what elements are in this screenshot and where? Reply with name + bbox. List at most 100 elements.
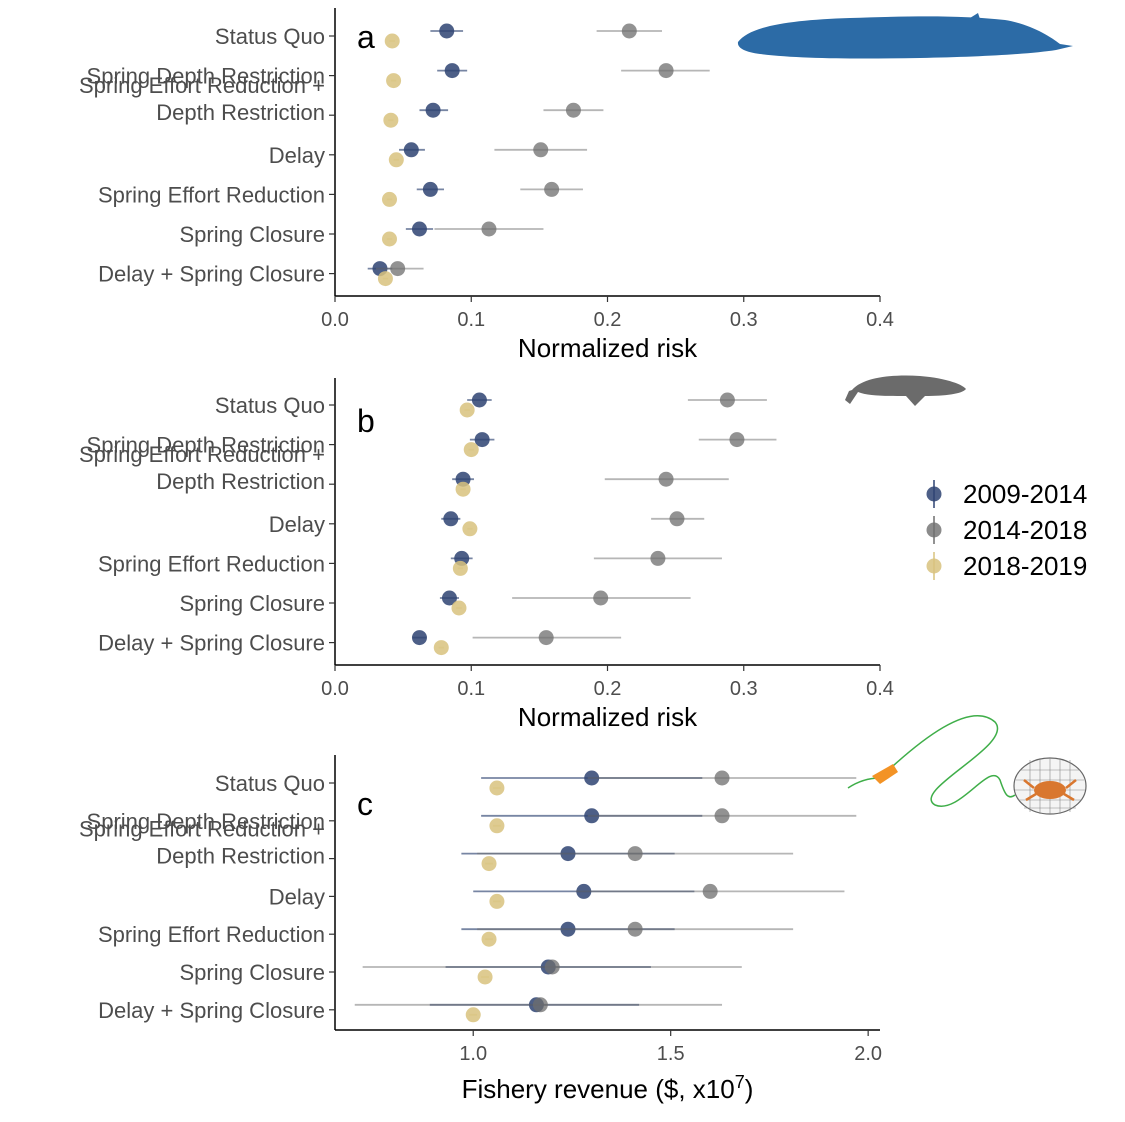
x-tick-label: 0.1 [457, 309, 485, 331]
data-point [433, 640, 449, 656]
data-point [386, 73, 402, 89]
panel-a: a 0.0 0.1 0.2 0.3 0.4 Normalized risk Status Qu… [79, 8, 894, 363]
y-category-label: Spring Effort Reduction [98, 182, 325, 207]
x-tick-label: 0.3 [730, 678, 758, 700]
data-point [459, 402, 475, 418]
x-tick-label: 0.2 [594, 309, 622, 331]
legend-swatch [926, 522, 942, 538]
x-tick-label: 0.4 [866, 309, 894, 331]
data-point [658, 471, 674, 487]
x-tick-label: 0.4 [866, 678, 894, 700]
data-point [627, 921, 643, 937]
legend-swatch [926, 558, 942, 574]
data-point [471, 392, 487, 408]
data-point [441, 590, 457, 606]
data-point [382, 231, 397, 247]
data-point [462, 521, 478, 537]
data-point [489, 780, 505, 796]
data-point [465, 1007, 481, 1023]
data-point [422, 181, 438, 197]
x-tick-label: 0.0 [321, 309, 349, 331]
data-point [452, 560, 468, 576]
x-tick-label: 0.1 [457, 678, 485, 700]
data-point [463, 442, 479, 458]
x-tick-label: 2.0 [854, 1043, 882, 1065]
blue-whale-icon [737, 13, 1073, 59]
y-category-label: Spring Depth Restriction [87, 64, 325, 89]
y-category-label: Delay [269, 884, 325, 909]
y-category-label: Spring Effort Reduction [98, 922, 325, 947]
data-point [650, 550, 666, 566]
panel-tag: c [357, 786, 373, 822]
data-point [719, 392, 735, 408]
data-point [411, 630, 427, 646]
data-point [443, 511, 459, 527]
y-category-label: Delay + Spring Closure [98, 262, 325, 287]
panel-tag: a [357, 19, 375, 55]
data-point [377, 271, 393, 287]
data-point [451, 600, 467, 616]
data-point [474, 432, 490, 448]
humpback-whale-icon [845, 375, 966, 406]
panel-b: b 0.0 0.1 0.2 0.3 0.4 Normalized risk Status Qu… [79, 378, 894, 732]
legend-label: 2009-2014 [963, 479, 1087, 509]
legend-entry: 2014-2018 [926, 515, 1087, 545]
panel-c: c 1.0 1.5 2.0 Fishery revenue ($, x107) Statu… [79, 755, 882, 1104]
x-tick-label: 1.5 [657, 1043, 685, 1065]
y-category-label: Spring Effort Reduction + Depth Restricti… [79, 817, 325, 869]
data-point [384, 33, 400, 49]
data-point [489, 818, 505, 834]
x-tick-label: 0.0 [321, 678, 349, 700]
data-point [658, 63, 674, 79]
y-category-label: Spring Closure [179, 960, 325, 985]
legend-entry: 2018-2019 [926, 551, 1087, 581]
data-point [729, 432, 745, 448]
data-point [425, 102, 441, 118]
x-tick-label: 0.3 [730, 309, 758, 331]
y-category-label: Spring Depth Restriction [87, 809, 325, 834]
data-point [544, 181, 560, 197]
y-category-label: Delay [269, 512, 325, 537]
data-point [533, 142, 549, 158]
x-axis-title: Fishery revenue ($, x107) [462, 1072, 754, 1104]
data-point [481, 856, 497, 872]
legend-label: 2014-2018 [963, 515, 1087, 545]
data-point [489, 893, 505, 909]
x-axis-title: Normalized risk [518, 702, 698, 732]
data-point [481, 931, 497, 947]
x-tick-label: 1.0 [459, 1043, 487, 1065]
data-point [383, 112, 399, 128]
y-category-label: Status Quo [215, 393, 325, 418]
data-point [714, 808, 730, 824]
data-point [390, 261, 406, 277]
y-category-label: Spring Effort Reduction + Depth Restricti… [79, 442, 325, 494]
data-point [411, 221, 427, 237]
legend-entry: 2009-2014 [926, 479, 1087, 509]
y-category-label: Spring Effort Reduction [98, 551, 325, 576]
panel-tag: b [357, 403, 375, 439]
data-point [669, 511, 685, 527]
data-point [382, 191, 397, 207]
data-point [544, 959, 560, 975]
crab-trap-icon [847, 715, 1087, 815]
data-point [477, 969, 493, 985]
data-point [714, 770, 730, 786]
y-category-label: Delay + Spring Closure [98, 998, 325, 1023]
data-point [565, 102, 581, 118]
data-point [403, 142, 419, 158]
x-tick-label: 0.2 [594, 678, 622, 700]
data-point [455, 481, 471, 497]
y-category-label: Spring Depth Restriction [87, 433, 325, 458]
y-category-label: Spring Closure [179, 591, 325, 616]
data-point [702, 883, 718, 899]
y-category-label: Delay + Spring Closure [98, 631, 325, 656]
legend-label: 2018-2019 [963, 551, 1087, 581]
data-point [627, 846, 643, 862]
x-axis-title: Normalized risk [518, 333, 698, 363]
y-category-label: Status Quo [215, 24, 325, 49]
y-category-label: Spring Effort Reduction + Depth Restricti… [79, 73, 325, 125]
data-point [481, 221, 497, 237]
data-point [532, 997, 548, 1013]
y-category-label: Status Quo [215, 771, 325, 796]
